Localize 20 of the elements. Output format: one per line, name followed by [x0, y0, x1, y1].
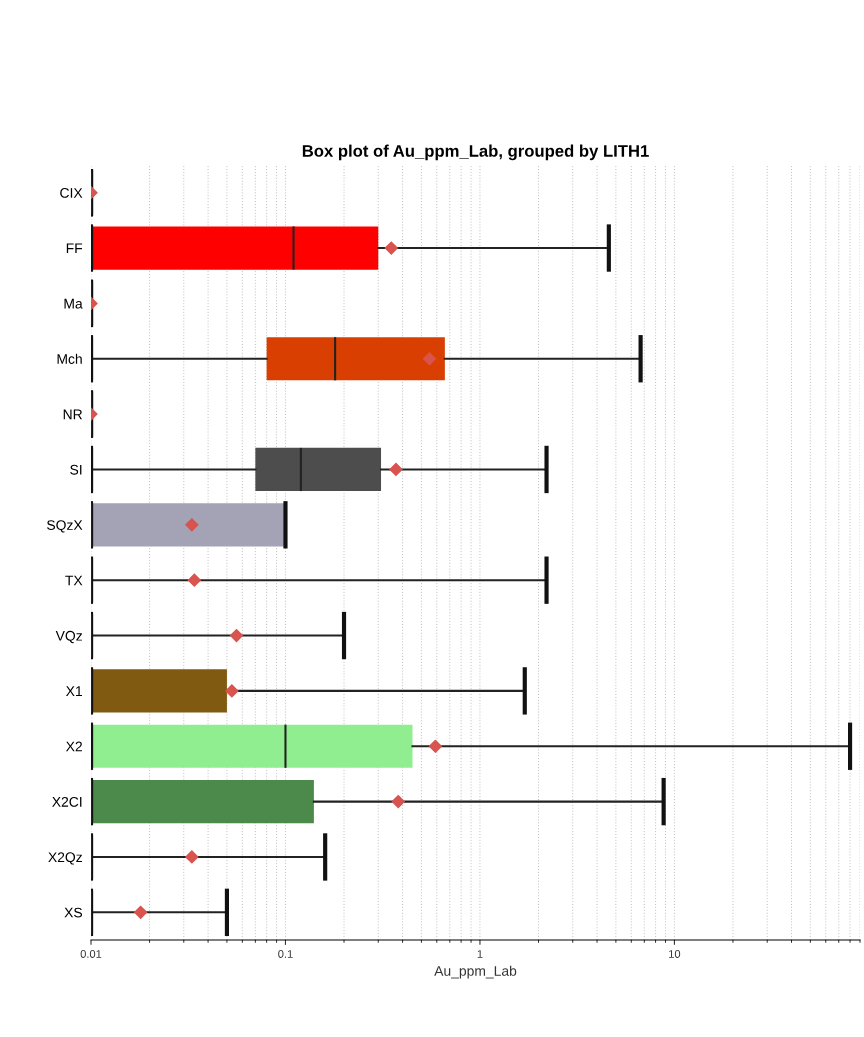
y-tick-label: XS	[64, 907, 83, 918]
y-tick-label: X1	[65, 686, 82, 696]
x-tick-label: 10	[669, 950, 681, 958]
x-axis-title: Au_ppm_Lab	[434, 965, 517, 979]
chart-title: Box plot of Au_ppm_Lab, grouped by LITH1	[302, 144, 649, 161]
y-tick-label: X2CI	[52, 796, 82, 807]
y-tick-label: SI	[70, 464, 82, 475]
y-tick-label: X2Qz	[48, 852, 82, 865]
y-tick-label: Mch	[57, 353, 82, 364]
y-tick-label: VQz	[55, 630, 82, 644]
y-tick-label: TX	[65, 575, 83, 586]
y-tick-label: FF	[66, 243, 83, 254]
y-tick-label: SQzX	[47, 520, 83, 533]
x-tick-label: 1	[477, 950, 483, 958]
y-tick-label: NR	[63, 409, 83, 420]
y-tick-label: Ma	[64, 298, 83, 309]
y-tick-label: CIX	[60, 188, 83, 198]
y-tick-label: X2	[65, 741, 82, 752]
x-tick-label: 0.1	[278, 950, 293, 958]
x-tick-label: 0.01	[80, 950, 102, 958]
